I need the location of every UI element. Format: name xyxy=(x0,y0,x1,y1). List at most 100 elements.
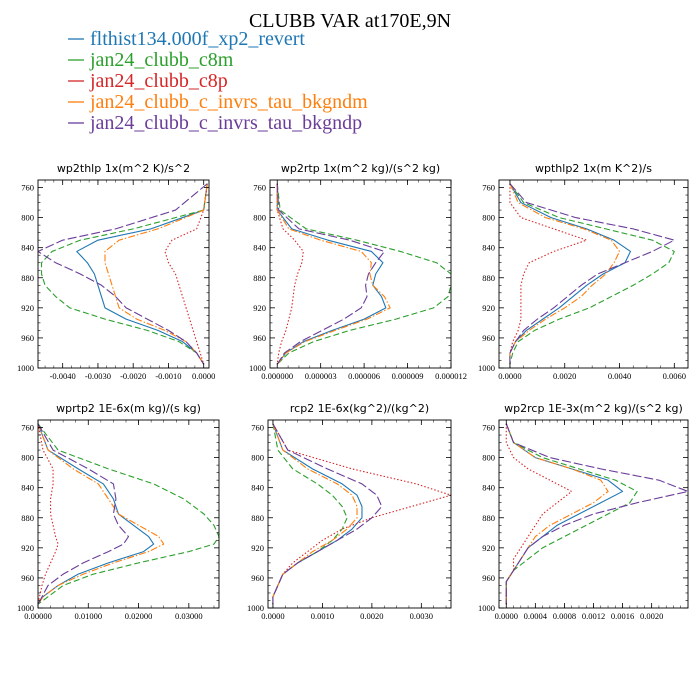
legend-item: flthist134.000f_xp2_revert xyxy=(68,28,305,50)
chart-panel: wp2rcp 1E-3x(m^2 kg)/(s^2 kg) 760 800 840 88… xyxy=(478,402,689,621)
series-line xyxy=(276,183,387,365)
x-tick-label: 0.03000 xyxy=(175,611,203,621)
chart-panel: wpthlp2 1x(m K^2)/s 760 800 840 880 920 960 100… xyxy=(478,162,689,381)
chart-panel: rcp2 1E-6x(kg^2)/(kg^2) 760 800 840 880 920 96… xyxy=(247,402,452,621)
x-tick-label: 0.000009 xyxy=(392,371,424,381)
y-tick-label: 840 xyxy=(21,243,34,253)
panel-frame xyxy=(267,419,452,609)
panel-frame xyxy=(37,179,210,369)
x-tick-label: 0.0000 xyxy=(192,371,215,381)
panel-title: wpthlp2 1x(m K^2)/s xyxy=(535,162,652,175)
x-tick-label: 0.0000 xyxy=(261,611,284,621)
series-line xyxy=(164,183,208,365)
panel-title: wp2rcp 1E-3x(m^2 kg)/(s^2 kg) xyxy=(504,402,683,415)
y-tick-label: 880 xyxy=(253,273,266,283)
series-line xyxy=(505,423,688,605)
legend-label: jan24_clubb_c_invrs_tau_bkgndp xyxy=(89,112,362,134)
y-tick-label: 1000 xyxy=(249,363,266,373)
x-tick-label: 0.0020 xyxy=(360,611,383,621)
x-tick-label: -0.0030 xyxy=(85,371,111,381)
legend: flthist134.000f_xp2_revertjan24_clubb_c8… xyxy=(68,28,368,134)
series-line xyxy=(505,423,609,605)
panel-title: wprtp2 1E-6x(m kg)/(s kg) xyxy=(56,402,201,415)
series-line xyxy=(505,423,573,605)
x-tick-label: 0.000006 xyxy=(348,371,380,381)
y-tick-label: 840 xyxy=(482,243,495,253)
y-tick-label: 1000 xyxy=(478,363,495,373)
legend-item: jan24_clubb_c8m xyxy=(68,49,234,71)
series-line xyxy=(38,183,208,365)
series-line xyxy=(276,183,385,365)
y-tick-label: 840 xyxy=(251,483,264,493)
y-tick-label: 760 xyxy=(253,183,266,193)
y-tick-label: 960 xyxy=(251,573,264,583)
y-tick-label: 1000 xyxy=(17,363,34,373)
y-tick-label: 920 xyxy=(482,543,495,553)
x-tick-label: 0.0010 xyxy=(311,611,334,621)
x-tick-label: -0.0040 xyxy=(50,371,76,381)
legend-label: jan24_clubb_c_invrs_tau_bkgndm xyxy=(89,91,368,113)
y-tick-label: 840 xyxy=(253,243,266,253)
y-tick-label: 800 xyxy=(482,453,495,463)
y-tick-label: 920 xyxy=(251,543,264,553)
y-tick-label: 1000 xyxy=(17,603,34,613)
series-line xyxy=(38,423,165,605)
chart-panel: wprtp2 1E-6x(m kg)/(s kg) 760 800 840 880 920… xyxy=(17,402,220,621)
series-line xyxy=(276,183,451,365)
series-line xyxy=(509,183,621,365)
y-tick-label: 920 xyxy=(253,303,266,313)
chart-title: CLUBB VAR at170E,9N xyxy=(249,10,451,32)
series-line xyxy=(276,183,304,365)
y-tick-label: 800 xyxy=(251,453,264,463)
series-line xyxy=(40,183,208,365)
x-tick-label: 0.00000 xyxy=(24,611,52,621)
x-tick-label: 0.0020 xyxy=(553,371,576,381)
x-tick-label: 0.0004 xyxy=(524,611,548,621)
series-line xyxy=(104,183,208,365)
x-tick-label: 0.000003 xyxy=(305,371,337,381)
y-tick-label: 840 xyxy=(21,483,34,493)
series-line xyxy=(38,423,130,605)
series-line xyxy=(509,183,632,365)
series-line xyxy=(38,423,155,605)
x-tick-label: 0.01000 xyxy=(74,611,102,621)
y-tick-label: 760 xyxy=(21,183,34,193)
x-tick-label: 0.0040 xyxy=(608,371,631,381)
y-tick-label: 1000 xyxy=(247,603,264,613)
panel-frame xyxy=(498,179,689,369)
x-tick-label: -0.0020 xyxy=(120,371,146,381)
panel-frame xyxy=(269,179,452,369)
legend-label: flthist134.000f_xp2_revert xyxy=(90,28,305,50)
x-tick-label: 0.0060 xyxy=(663,371,686,381)
x-tick-label: 0.02000 xyxy=(125,611,153,621)
y-tick-label: 880 xyxy=(21,513,34,523)
panel-title: rcp2 1E-6x(kg^2)/(kg^2) xyxy=(290,402,429,415)
x-tick-label: 0.0020 xyxy=(640,611,663,621)
y-tick-label: 760 xyxy=(482,423,495,433)
legend-item: jan24_clubb_c_invrs_tau_bkgndm xyxy=(68,91,368,113)
y-tick-label: 960 xyxy=(21,573,34,583)
y-tick-label: 840 xyxy=(482,483,495,493)
x-tick-label: 0.0008 xyxy=(553,611,576,621)
y-tick-label: 920 xyxy=(21,303,34,313)
series-line xyxy=(509,183,675,365)
y-tick-label: 960 xyxy=(482,333,495,343)
legend-label: jan24_clubb_c8m xyxy=(89,49,234,71)
y-tick-label: 920 xyxy=(21,543,34,553)
legend-item: jan24_clubb_c_invrs_tau_bkgndp xyxy=(68,112,362,134)
y-tick-label: 960 xyxy=(21,333,34,343)
y-tick-label: 880 xyxy=(251,513,264,523)
y-tick-label: 800 xyxy=(21,453,34,463)
x-tick-label: -0.0010 xyxy=(155,371,181,381)
y-tick-label: 760 xyxy=(21,423,34,433)
y-tick-label: 800 xyxy=(253,213,266,223)
chart-panel: wp2thlp 1x(m^2 K)/s^2 760 800 840 880 920 960 1… xyxy=(17,162,215,381)
legend-item: jan24_clubb_c8p xyxy=(68,70,228,92)
y-tick-label: 760 xyxy=(251,423,264,433)
series-line xyxy=(272,423,363,605)
x-tick-label: 0.000000 xyxy=(261,371,293,381)
series-line xyxy=(272,423,358,605)
series-line xyxy=(38,423,59,605)
series-line xyxy=(272,423,383,605)
